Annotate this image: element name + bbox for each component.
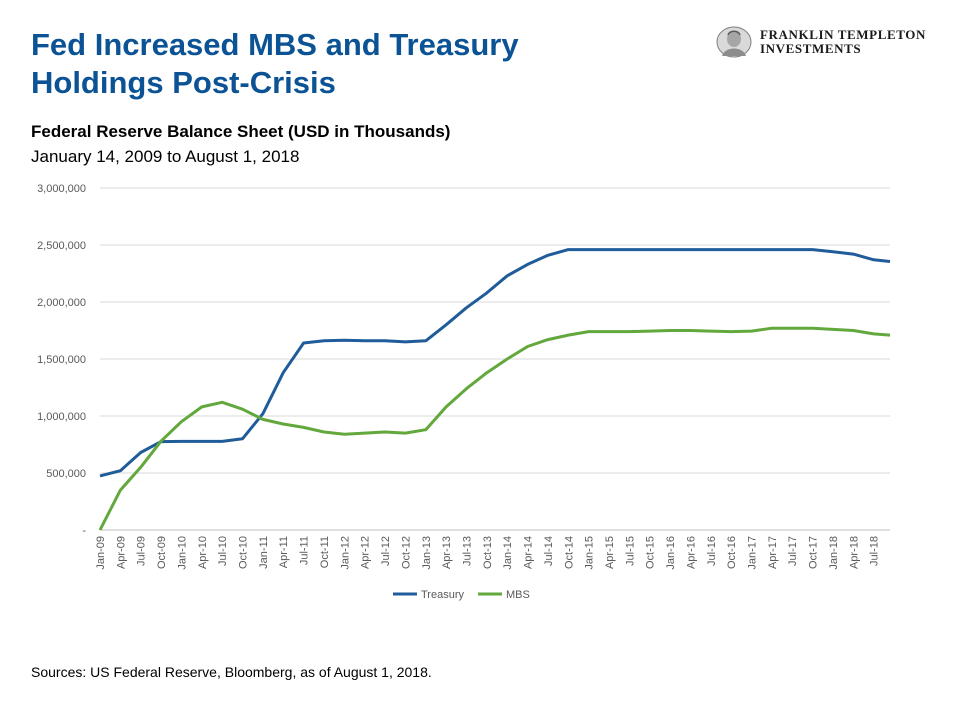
x-tick-label: Apr-11 — [278, 536, 290, 568]
x-tick-label: Jan-11 — [258, 536, 270, 569]
y-axis-tick-labels: - 500,000 1,000,000 1,500,000 2,000,000 2,500… — [37, 183, 86, 537]
x-tick-label: Oct-15 — [645, 536, 657, 569]
y-tick-label: 500,000 — [46, 468, 86, 480]
x-tick-label: Apr-18 — [848, 536, 860, 569]
x-tick-label: Jan-17 — [747, 536, 759, 570]
legend-label: MBS — [506, 589, 530, 601]
x-tick-label: Jan-15 — [584, 536, 596, 570]
x-tick-label: Jul-12 — [380, 536, 392, 566]
y-tick-label: 3,000,000 — [37, 183, 86, 195]
series-line-mbs — [98, 326, 891, 531]
legend-label: Treasury — [421, 589, 464, 601]
y-tick-label: 1,500,000 — [37, 354, 86, 366]
x-tick-label: Jul-15 — [624, 536, 636, 566]
chart-title: Federal Reserve Balance Sheet (USD in Th… — [31, 122, 451, 141]
logo-line-1: FRANKLIN TEMPLETON — [760, 27, 926, 42]
x-tick-label: Jul-13 — [461, 536, 473, 566]
x-tick-label: Jul-14 — [543, 536, 555, 566]
x-tick-label: Jul-17 — [787, 536, 799, 566]
line-chart: - 500,000 1,000,000 1,500,000 2,000,000 2,500… — [37, 183, 891, 601]
chart-subtitle: January 14, 2009 to August 1, 2018 — [31, 147, 300, 166]
series-lines — [98, 248, 891, 531]
gridlines — [100, 187, 890, 474]
x-tick-label: Jul-11 — [299, 536, 311, 565]
x-tick-label: Jan-12 — [339, 536, 351, 570]
slide-title: Fed Increased MBS and Treasury Holdings … — [31, 26, 651, 102]
x-tick-label: Oct-09 — [156, 536, 168, 569]
x-tick-label: Jan-13 — [421, 536, 433, 570]
sources-note: Sources: US Federal Reserve, Bloomberg, … — [31, 664, 432, 680]
x-tick-label: Jan-09 — [95, 536, 107, 570]
x-tick-label: Oct-13 — [482, 536, 494, 569]
x-tick-label: Oct-16 — [726, 536, 738, 569]
x-tick-label: Apr-13 — [441, 536, 453, 569]
x-tick-label: Apr-14 — [523, 536, 535, 569]
franklin-portrait-icon — [716, 26, 752, 58]
x-tick-label: Apr-17 — [767, 536, 779, 569]
slide-title-line-2: Holdings Post-Crisis — [31, 65, 336, 100]
x-tick-label: Apr-12 — [360, 536, 372, 569]
x-tick-label: Apr-10 — [197, 536, 209, 569]
x-tick-label: Oct-14 — [563, 536, 575, 569]
x-tick-label: Jan-14 — [502, 536, 514, 570]
x-tick-label: Apr-15 — [604, 536, 616, 569]
series-line-treasury — [99, 248, 891, 478]
franklin-templeton-logo: FRANKLIN TEMPLETON INVESTMENTS — [716, 24, 941, 60]
logo-wordmark: FRANKLIN TEMPLETON INVESTMENTS — [760, 28, 926, 56]
x-tick-label: Oct-11 — [319, 536, 331, 568]
y-tick-label: 1,000,000 — [37, 411, 86, 423]
x-tick-label: Jul-10 — [217, 536, 229, 566]
x-tick-label: Jan-10 — [176, 536, 188, 570]
y-tick-label: - — [82, 525, 86, 537]
x-tick-label: Jan-16 — [665, 536, 677, 570]
x-tick-label: Apr-16 — [685, 536, 697, 569]
y-tick-label: 2,000,000 — [37, 297, 86, 309]
x-axis-tick-labels: Jan-09 Apr-09 Jul-09 Oct-09 Jan-10 Apr-10 Jul-… — [95, 536, 881, 570]
slide-title-line-1: Fed Increased MBS and Treasury — [31, 27, 519, 62]
x-tick-label: Jul-09 — [136, 536, 148, 566]
y-tick-label: 2,500,000 — [37, 240, 86, 252]
x-tick-label: Jan-18 — [828, 536, 840, 570]
x-tick-label: Jul-18 — [869, 536, 881, 566]
x-tick-label: Jul-16 — [706, 536, 718, 566]
x-tick-label: Oct-10 — [238, 536, 250, 569]
legend: Treasury MBS — [393, 589, 530, 601]
logo-line-2: INVESTMENTS — [760, 41, 862, 56]
x-tick-label: Oct-12 — [400, 536, 412, 569]
x-tick-label: Oct-17 — [808, 536, 820, 569]
x-tick-label: Apr-09 — [115, 536, 127, 569]
